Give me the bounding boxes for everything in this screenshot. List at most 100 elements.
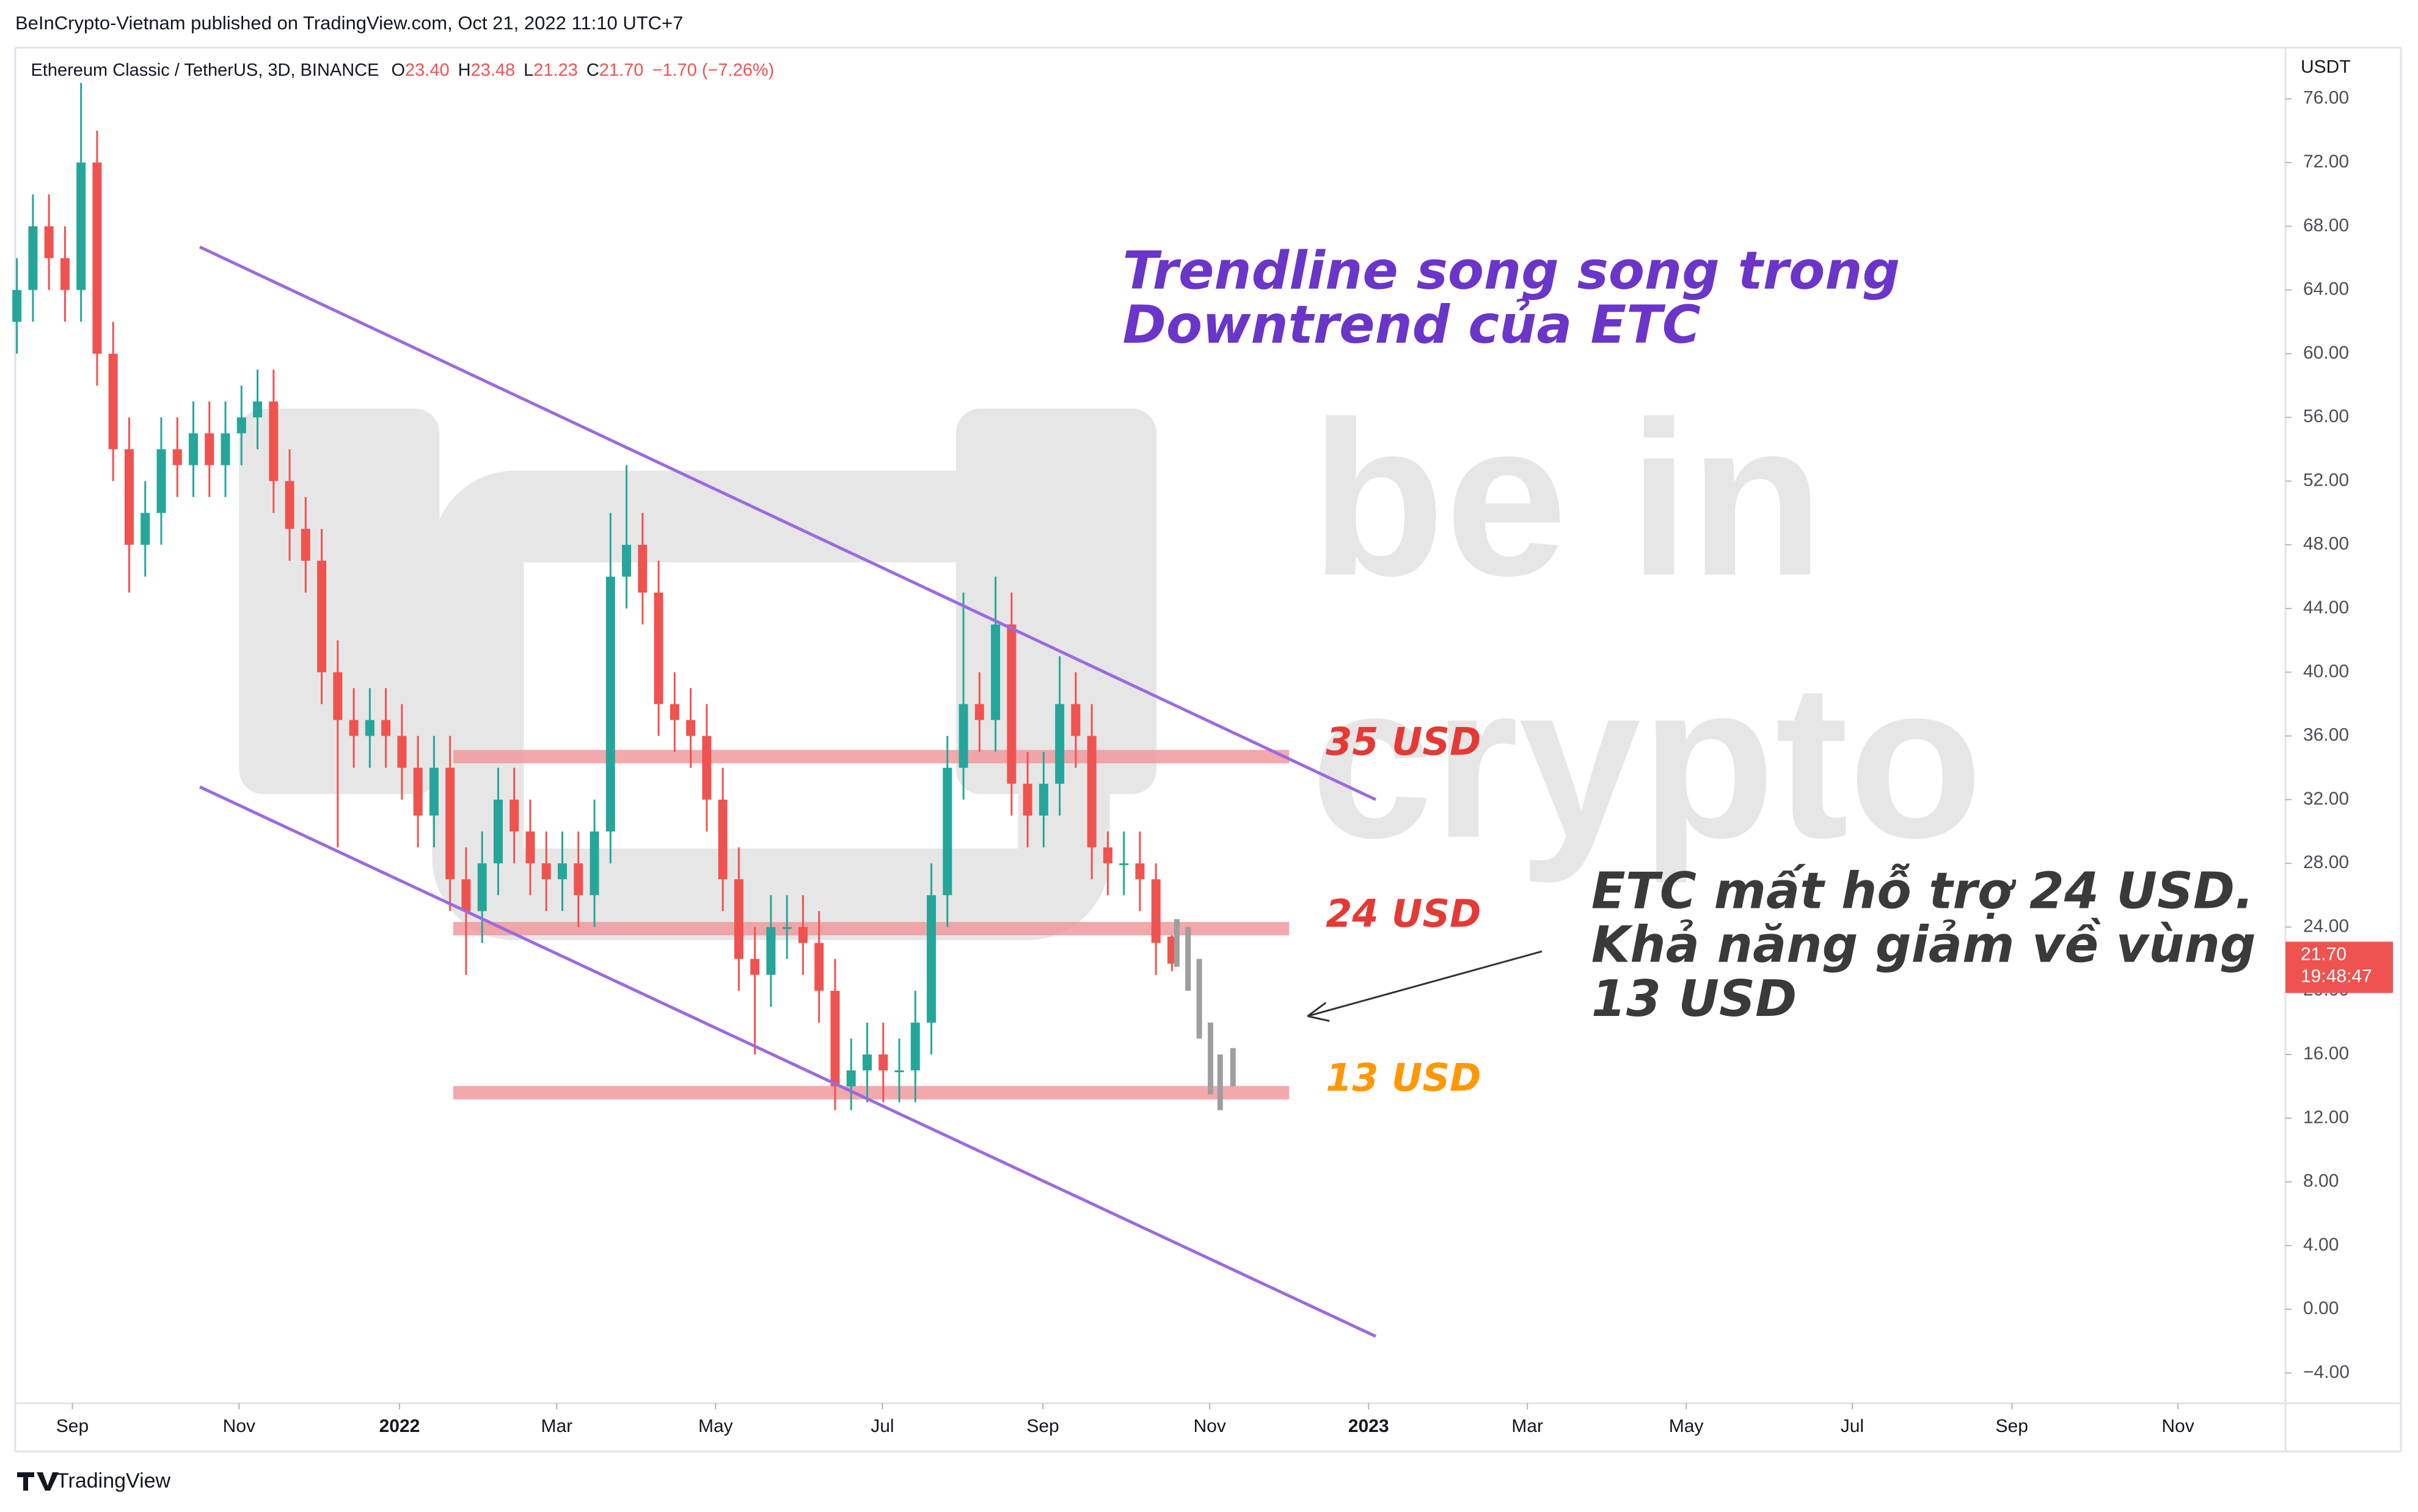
y-tick-label: 64.00 [2303,279,2349,299]
x-tick-label: Nov [2161,1416,2194,1436]
candle-body [477,863,487,911]
candle-body [397,736,407,768]
x-tick-label: May [1669,1416,1704,1436]
candle-body [654,593,663,704]
candle-body [1023,783,1032,816]
y-tick-label: 52.00 [2303,470,2349,490]
annotation-note: 13 USD [1591,970,1797,1028]
trendline [199,246,1377,802]
y-tick-label: 12.00 [2303,1107,2349,1127]
chart-title: Trendline song song trong [1122,241,1900,302]
candle-body [253,401,263,418]
candle-body [878,1054,888,1071]
y-tick-label: 24.00 [2303,916,2349,936]
legend-part: 21.70 [599,60,644,80]
watermark-text: crypto [1310,638,1982,885]
arrow-head [1307,1002,1330,1022]
y-tick-label: 36.00 [2303,725,2349,745]
candle-body [108,353,118,450]
price-badge [2285,941,2393,993]
x-tick-label: Jul [871,1416,894,1436]
x-tick-label: Sep [56,1416,89,1436]
price-badge-value: 21.70 [2301,944,2347,964]
x-tick-label: 2023 [1348,1416,1389,1436]
candle-body [734,879,743,959]
candle-body [1071,704,1081,736]
x-tick-label: Nov [1193,1416,1225,1436]
y-tick-label: 4.00 [2303,1235,2339,1255]
legend-part: L [524,60,533,80]
watermark-text: be in [1310,376,1824,622]
candle-body [445,767,455,880]
candle-body [525,831,535,864]
brand[interactable]: TradingView [17,1469,171,1492]
x-tick-label: Jul [1841,1416,1864,1436]
symbol-legend: Ethereum Classic / TetherUS, 3D, BINANCE… [31,60,774,80]
y-tick-label: 32.00 [2303,789,2349,809]
candle-body [894,1070,904,1073]
candle-body [1087,736,1097,848]
candle-body [782,927,792,929]
y-tick-label: 56.00 [2303,406,2349,426]
x-tick-label: Mar [541,1416,572,1436]
candle-body [1039,783,1048,816]
candle-body [798,927,808,943]
candle-body [638,544,648,593]
chart-title: Downtrend của ETC [1122,294,1700,356]
legend-part: C [586,60,599,80]
annotation-note: Khả năng giảm về vùng [1591,916,2256,974]
arrow-line [1307,950,1543,1017]
level-label: 24 USD [1326,891,1481,936]
level-label: 13 USD [1326,1056,1481,1100]
candle-body [429,767,439,816]
candle-body [317,560,327,673]
candle-body [236,417,246,434]
candle-body [1055,704,1065,784]
candle-body [622,544,632,577]
candle-body [461,879,471,911]
candle-body [76,163,86,290]
candle-body [285,481,294,529]
publish-line: BeInCrypto-Vietnam published on TradingV… [15,12,683,34]
y-tick-label: 16.00 [2303,1043,2349,1064]
y-tick-label: −4.00 [2303,1362,2350,1382]
candle-body [493,799,503,864]
price-badge-countdown: 19:48:47 [2301,966,2372,986]
legend-part: O [391,60,405,80]
candle-body [381,720,391,736]
candle-body [590,831,599,896]
candle-body [1007,624,1017,784]
plot: 76.00 72.00 68.00 64.00 60.00 56.00 52.00 48.00… [12,82,2393,1436]
candle-body [814,943,824,991]
candle-body [12,290,22,322]
candle-body [1103,847,1112,864]
annotation-note: ETC mất hỗ trợ 24 USD. [1591,862,2254,920]
y-tick-label: 76.00 [2303,88,2349,108]
candle-body [846,1070,856,1087]
x-tick-label: Mar [1511,1416,1543,1436]
level-label: 35 USD [1326,720,1481,764]
legend-part: 23.40 [405,60,450,80]
currency-label: USDT [2301,57,2351,77]
candle-body [156,449,166,513]
candle-body [205,433,214,466]
candle-body [172,449,182,466]
candle-body [60,258,70,290]
legend-part: 23.48 [471,60,516,80]
y-tick-label: 44.00 [2303,597,2349,618]
candle-body [221,433,230,466]
legend-part: 21.23 [533,60,578,80]
candle-body [333,672,343,720]
candle-body [974,704,984,720]
candle-body [301,528,310,561]
x-tick-label: May [698,1416,733,1436]
candle-body [862,1054,872,1071]
candle-body [541,863,551,880]
y-tick-label: 60.00 [2303,343,2349,363]
y-tick-label: 40.00 [2303,661,2349,681]
y-tick-label: 8.00 [2303,1171,2339,1191]
candle-body [605,576,615,832]
x-tick-label: Nov [223,1416,255,1436]
